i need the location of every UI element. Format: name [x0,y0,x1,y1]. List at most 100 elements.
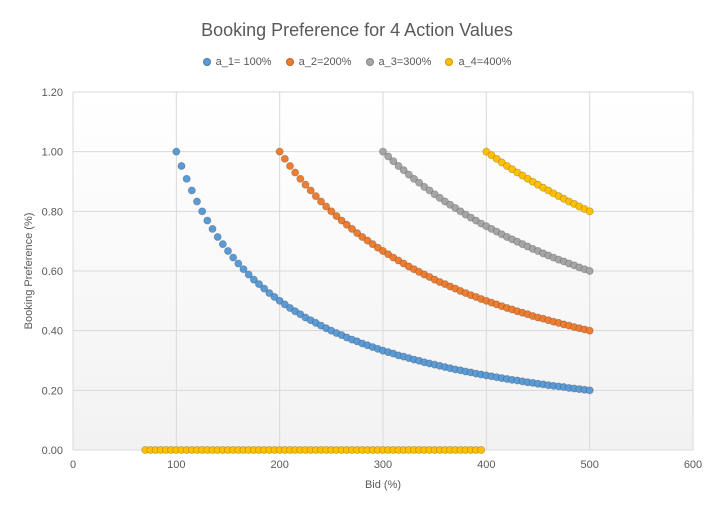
data-point [508,165,517,174]
y-tick-label: 1.20 [42,87,63,99]
data-point [187,186,196,195]
legend-marker [285,58,294,66]
data-point [291,168,300,177]
x-tick-label: 200 [270,459,288,471]
data-point [285,161,294,170]
data-point [192,197,201,206]
legend-label: a_2=200% [298,56,352,68]
data-point [456,207,465,216]
data-point [198,207,207,216]
legend-item: a_4=400% [445,56,511,68]
y-tick-label: 1.00 [42,147,63,159]
data-point [384,152,393,161]
data-point [497,158,506,167]
x-tick-label: 300 [374,459,392,471]
legend-item: a_3=300% [365,56,432,68]
data-point [585,207,594,216]
data-point [415,178,424,187]
data-point [296,310,305,319]
legend-label: a_4=400% [458,56,512,68]
data-point [316,197,325,206]
data-point [373,243,382,252]
data-point [518,171,527,180]
series-3 [378,147,594,275]
data-point [265,289,274,298]
x-tick-label: 0 [70,459,76,471]
data-point [425,186,434,195]
data-point [223,247,232,256]
x-axis-title: Bid (%) [365,479,401,491]
data-point [322,202,331,211]
data-point [332,212,341,221]
data-point [378,147,387,156]
legend-marker [445,58,454,66]
data-point [254,280,263,289]
series-2 [275,147,594,335]
data-point [347,224,356,233]
data-point [446,200,455,209]
y-tick-label: 0.00 [42,445,63,457]
data-point [285,303,294,312]
legend-item: a_1= 100% [202,56,272,68]
data-point [280,300,289,309]
data-point [404,170,413,179]
data-point [249,275,258,284]
chart-title: Booking Preference for 4 Action Values [201,20,513,40]
data-point [177,161,186,170]
data-point [213,232,222,241]
data-point [384,250,393,259]
data-point [327,207,336,216]
data-point [270,292,279,301]
x-tick-label: 600 [684,459,702,471]
data-point [311,192,320,201]
data-point [244,270,253,279]
data-point [585,386,594,395]
data-point [260,284,269,293]
data-point [296,174,305,183]
data-point [306,186,315,195]
data-point [239,265,248,274]
data-point [363,236,372,245]
data-point [399,166,408,175]
series-4 [141,147,594,454]
data-point [420,182,429,191]
data-point [337,216,346,225]
legend-item: a_2=200% [285,56,352,68]
y-axis-title: Booking Preference (%) [23,213,35,330]
data-point [435,193,444,202]
data-point [172,147,181,156]
data-point [234,259,243,268]
data-point [280,154,289,163]
y-tick-label: 0.40 [42,326,63,338]
data-point [451,204,460,213]
data-point [342,220,351,229]
legend-label: a_3=300% [378,56,432,68]
x-tick-label: 500 [580,459,598,471]
data-point [585,326,594,335]
data-point [409,174,418,183]
data-point [203,216,212,225]
data-point [218,240,227,249]
data-point [389,157,398,166]
x-tick-label: 400 [477,459,495,471]
x-tick-label: 100 [167,459,185,471]
legend-marker [202,58,211,66]
data-point [208,224,217,233]
data-point [394,161,403,170]
y-tick-label: 0.60 [42,266,63,278]
data-point [353,229,362,238]
data-point [482,147,491,156]
legend: a_1= 100% a_2=200% a_3=300% a_4=400% [0,56,714,68]
data-point [378,247,387,256]
data-point [430,190,439,199]
data-point [477,445,486,454]
data-point [358,232,367,241]
data-point [368,240,377,249]
data-point [182,174,191,183]
data-point [440,197,449,206]
data-point [502,161,511,170]
data-point [487,151,496,160]
y-tick-label: 0.80 [42,206,63,218]
